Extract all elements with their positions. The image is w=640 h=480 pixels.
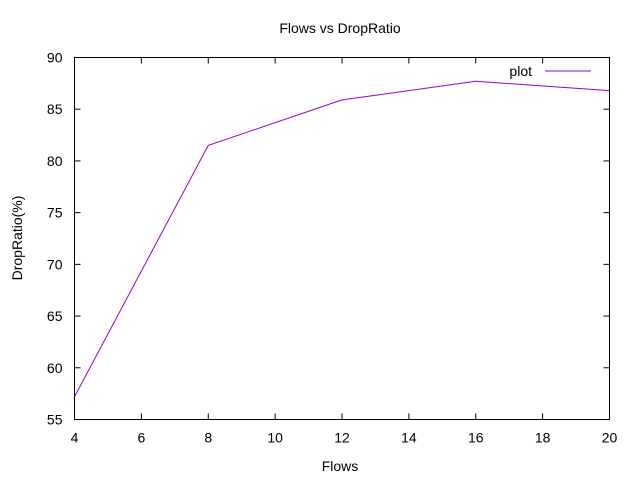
y-tick-label: 65 [47,308,63,324]
x-axis: 4 6 8 10 12 14 16 18 20 [71,57,618,446]
x-tick-label: 18 [535,430,551,446]
x-tick-label: 10 [267,430,283,446]
x-axis-label: Flows [322,458,359,474]
y-tick-label: 70 [47,256,63,272]
y-axis-label: DropRatio(%) [9,196,25,281]
x-tick-label: 4 [71,430,79,446]
y-tick-label: 60 [47,360,63,376]
x-tick-label: 16 [468,430,484,446]
legend-label: plot [509,63,532,79]
chart-title: Flows vs DropRatio [279,20,401,36]
series-layer [74,80,610,397]
series-line [74,80,610,397]
x-tick-label: 12 [334,430,350,446]
y-tick-label: 80 [47,153,63,169]
y-tick-label: 55 [47,412,63,428]
legend: plot [509,63,591,79]
y-axis: 55 60 65 70 75 80 85 90 [47,50,610,428]
y-tick-label: 85 [47,101,63,117]
y-tick-label: 75 [47,205,63,221]
x-tick-label: 6 [137,430,145,446]
x-tick-label: 8 [204,430,212,446]
plot-border [74,57,610,420]
x-tick-label: 20 [602,430,618,446]
y-tick-label: 90 [47,50,63,66]
x-tick-label: 14 [401,430,417,446]
